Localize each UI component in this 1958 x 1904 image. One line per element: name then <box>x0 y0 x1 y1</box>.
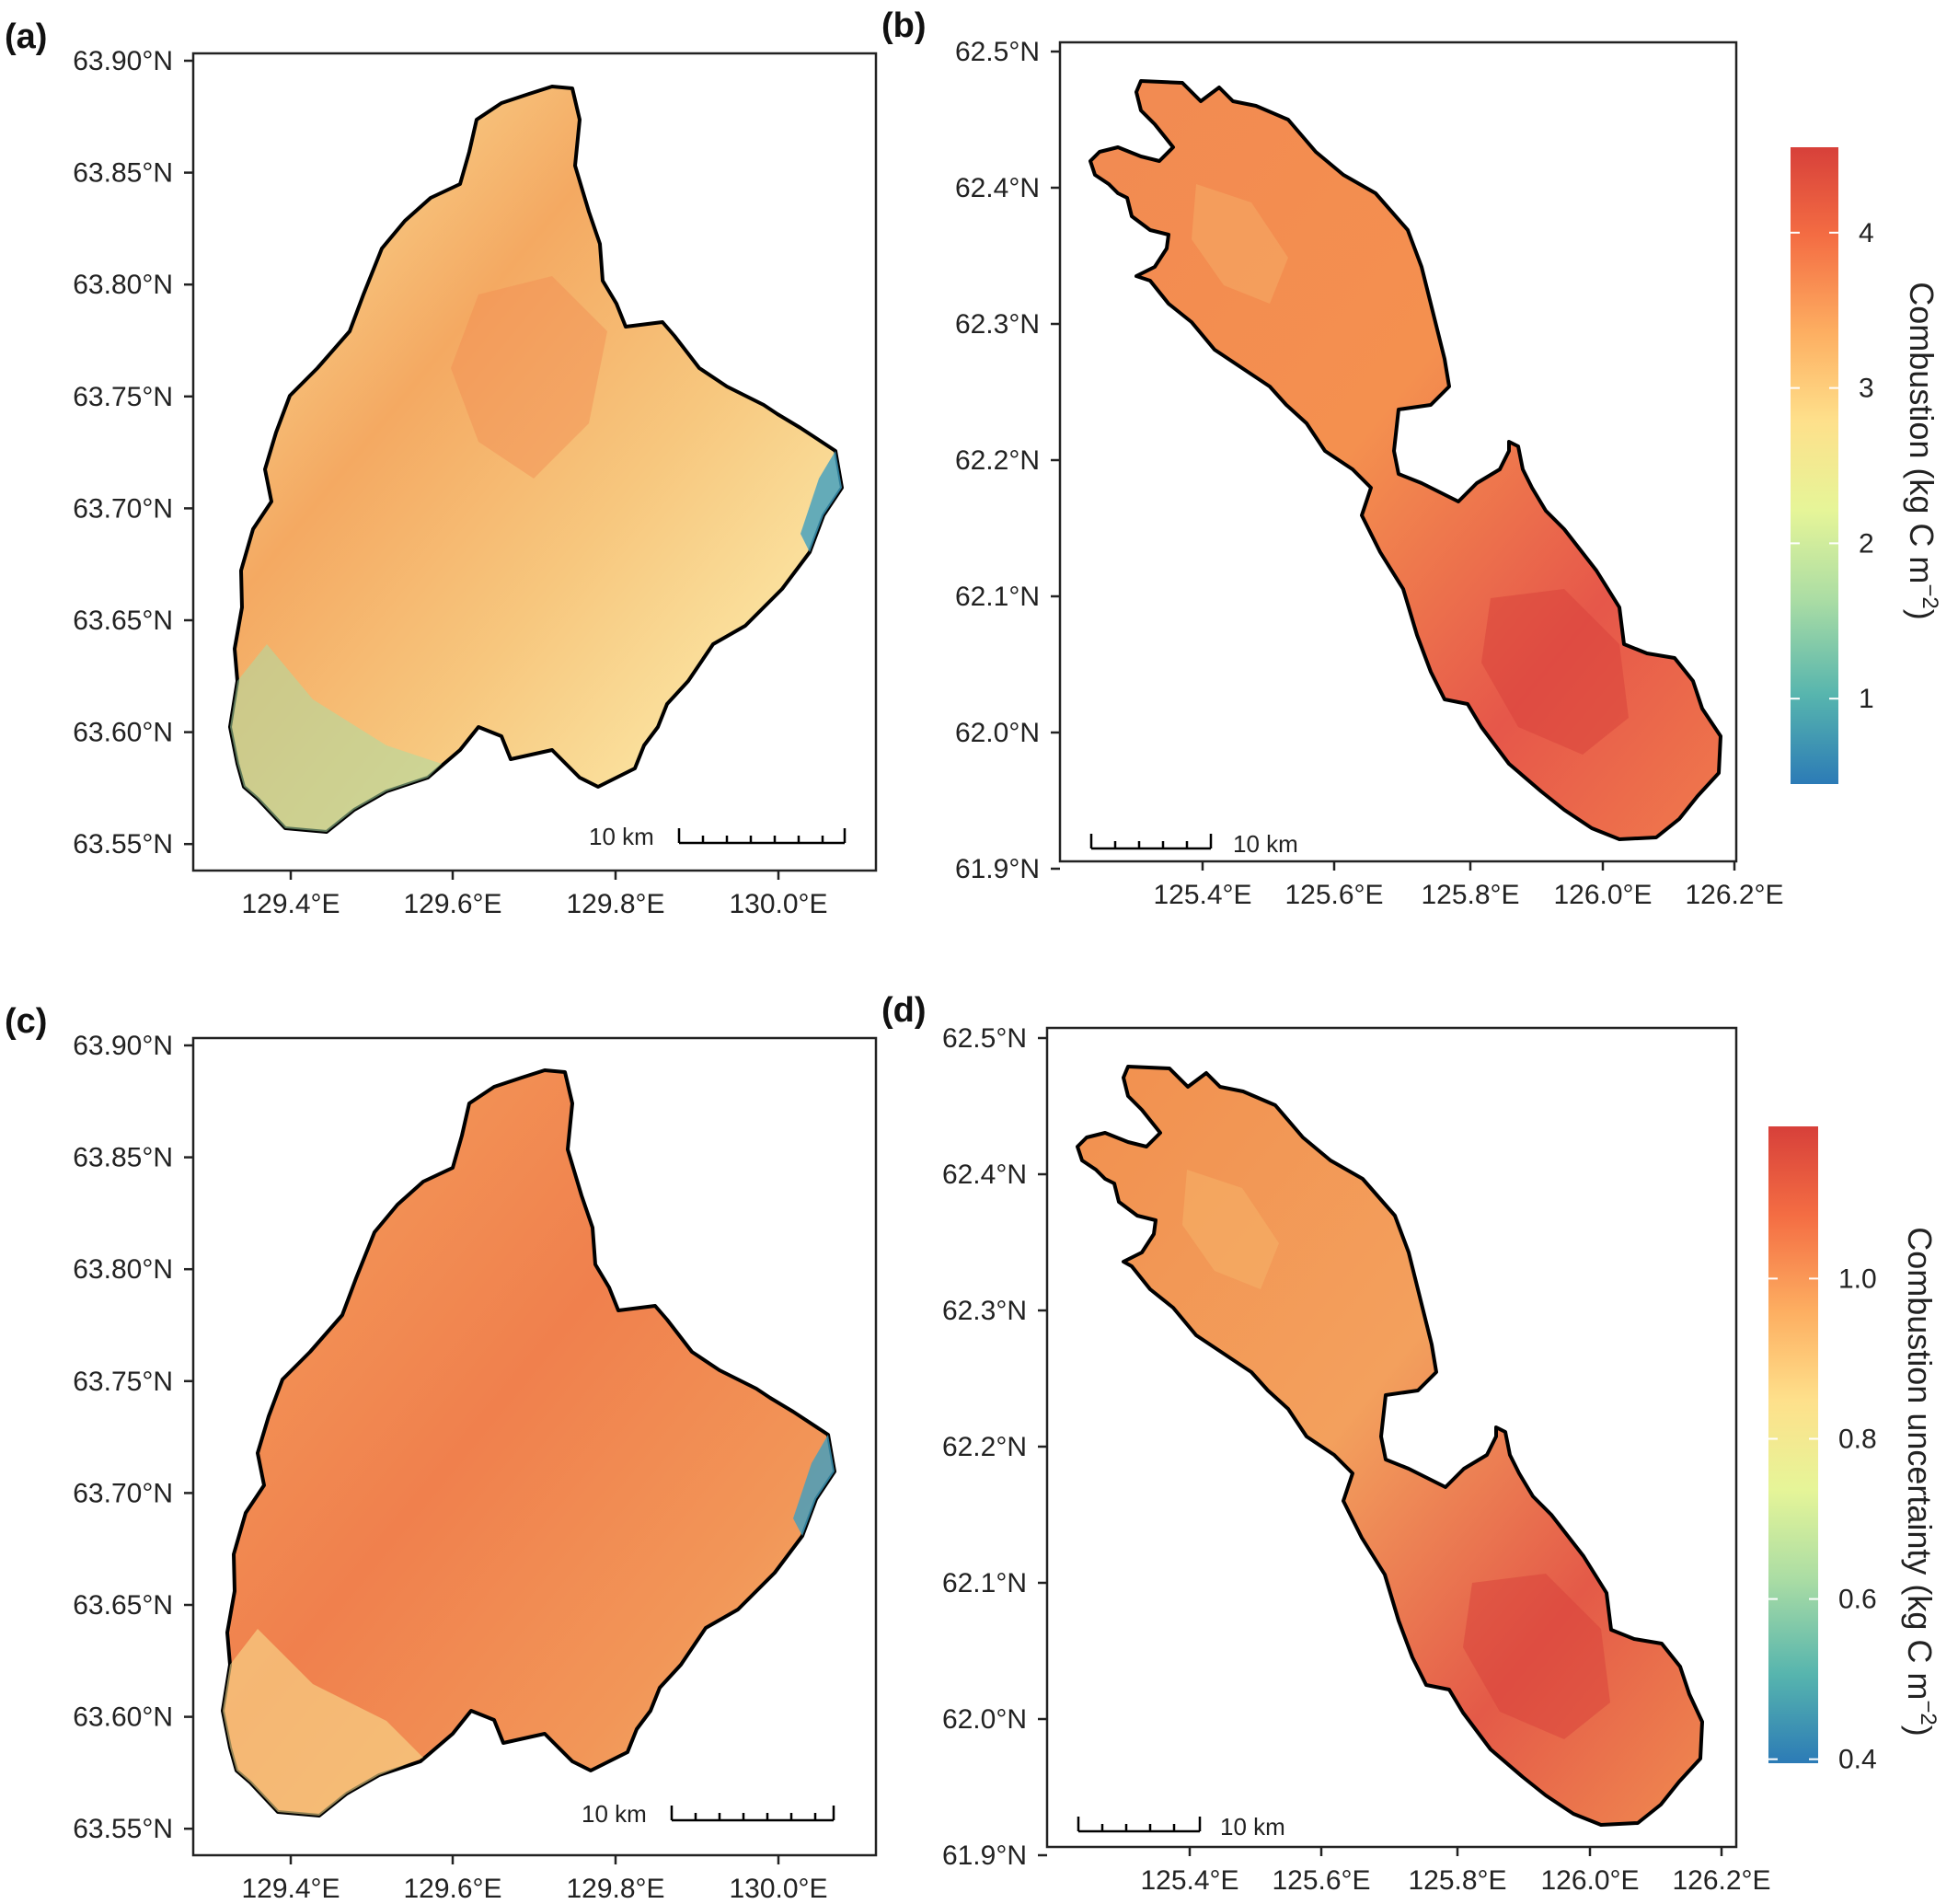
axes-layer: 63.90°N 63.85°N 63.80°N 63.75°N 63.70°N 63.65… <box>73 37 1783 1904</box>
lat-tick-label: 62.0°N <box>955 718 1040 748</box>
panel-b-frame <box>1058 40 1738 863</box>
panel-d-frame <box>1045 1026 1738 1849</box>
lat-tick-label: 61.9°N <box>942 1841 1027 1871</box>
colorbar-tick-label: 1.0 <box>1838 1264 1877 1294</box>
panel-a-burn-area <box>228 85 844 834</box>
lon-tick-label: 125.4°E <box>1153 880 1251 910</box>
colorbar-combustion-title: Combustion (kg C m−2) <box>1903 282 1942 619</box>
lat-tick-label: 63.70°N <box>73 493 173 524</box>
lon-tick-label: 126.2°E <box>1672 1865 1770 1896</box>
lat-tick-label: 61.9°N <box>955 854 1040 884</box>
panel-c-scale-text: 10 km <box>582 1800 647 1828</box>
lat-tick-label: 62.2°N <box>955 445 1040 476</box>
panel-d-scale-text: 10 km <box>1220 1813 1285 1841</box>
lat-tick-label: 63.55°N <box>73 829 173 860</box>
lat-tick-label: 63.75°N <box>73 1367 173 1397</box>
lon-tick-label: 125.6°E <box>1272 1865 1370 1896</box>
panel-c-frame <box>191 1036 878 1857</box>
lat-tick-label: 63.80°N <box>73 270 173 300</box>
lon-tick-label: 130.0°E <box>729 1874 827 1904</box>
lon-tick-label: 125.4°E <box>1140 1865 1238 1896</box>
lat-tick-label: 62.5°N <box>955 37 1040 67</box>
lat-tick-label: 62.2°N <box>942 1432 1027 1462</box>
lat-tick-label: 62.0°N <box>942 1704 1027 1735</box>
colorbar-tick-label: 3 <box>1859 374 1874 404</box>
lat-tick-label: 63.90°N <box>73 46 173 76</box>
lon-tick-label: 125.8°E <box>1408 1865 1506 1896</box>
panel-b-burn-area <box>1088 79 1722 841</box>
panel-a-scale-text: 10 km <box>589 823 654 850</box>
colorbar-tick-label: 4 <box>1859 218 1874 248</box>
panel-c-label: (c) <box>5 1002 47 1041</box>
lat-tick-label: 63.70°N <box>73 1478 173 1508</box>
lon-tick-label: 129.6°E <box>403 889 501 919</box>
panel-d-scale-bar: 10 km <box>1077 1813 1285 1841</box>
lon-tick-label: 129.8°E <box>566 889 664 919</box>
lon-tick-label: 125.6°E <box>1284 880 1383 910</box>
lat-tick-label: 63.90°N <box>73 1031 173 1061</box>
lon-tick-label: 126.0°E <box>1540 1865 1639 1896</box>
panel-c-scale-bar: 10 km <box>582 1800 835 1828</box>
lat-tick-label: 62.3°N <box>942 1296 1027 1326</box>
panel-c-burn-area <box>221 1068 836 1817</box>
colorbar-uncertainty: 1.0 0.8 0.6 0.4 Combustion uncertainty (kg … <box>1768 1126 1941 1775</box>
lat-tick-label: 63.85°N <box>73 1143 173 1173</box>
lat-tick-label: 62.4°N <box>942 1160 1027 1190</box>
lat-tick-label: 62.4°N <box>955 173 1040 203</box>
colorbar-combustion: 4 3 2 1 Combustion (kg C m−2) <box>1791 147 1942 784</box>
lon-tick-label: 129.6°E <box>403 1874 501 1904</box>
panel-a-scale-bar: 10 km <box>589 823 847 850</box>
panel-b-scale-text: 10 km <box>1233 830 1298 858</box>
colorbar-tick-label: 0.8 <box>1838 1424 1877 1454</box>
panel-a-label: (a) <box>5 17 47 56</box>
lon-tick-label: 126.2°E <box>1685 880 1783 910</box>
lat-tick-label: 63.65°N <box>73 1590 173 1621</box>
lat-tick-label: 62.1°N <box>942 1568 1027 1598</box>
lon-tick-label: 129.4°E <box>241 889 340 919</box>
lat-tick-label: 63.65°N <box>73 606 173 636</box>
lon-tick-label: 125.8°E <box>1421 880 1519 910</box>
colorbar-tick-label: 1 <box>1859 684 1874 714</box>
colorbar-uncertainty-title: Combustion uncertainty (kg C m−2) <box>1901 1227 1941 1737</box>
lon-tick-label: 129.4°E <box>241 1874 340 1904</box>
lat-tick-label: 63.75°N <box>73 382 173 412</box>
lat-tick-label: 62.1°N <box>955 582 1040 612</box>
lat-tick-label: 63.85°N <box>73 158 173 189</box>
lon-tick-label: 130.0°E <box>729 889 827 919</box>
panel-d-label: (d) <box>881 991 927 1030</box>
panel-b-label: (b) <box>881 6 927 45</box>
lat-tick-label: 62.3°N <box>955 309 1040 340</box>
panel-a-frame <box>191 52 878 872</box>
panel-b-scale-bar: 10 km <box>1089 830 1298 858</box>
lat-tick-label: 63.60°N <box>73 1702 173 1733</box>
colorbar-tick-label: 0.6 <box>1838 1585 1877 1615</box>
colorbar-tick-label: 0.4 <box>1838 1745 1877 1775</box>
lat-tick-label: 63.60°N <box>73 718 173 748</box>
lat-tick-label: 63.55°N <box>73 1814 173 1844</box>
colorbar-tick-label: 2 <box>1859 528 1874 559</box>
lon-tick-label: 126.0°E <box>1553 880 1652 910</box>
lat-tick-label: 63.80°N <box>73 1254 173 1285</box>
lat-tick-label: 62.5°N <box>942 1023 1027 1054</box>
panel-d-burn-area <box>1076 1065 1704 1827</box>
lon-tick-label: 129.8°E <box>566 1874 664 1904</box>
